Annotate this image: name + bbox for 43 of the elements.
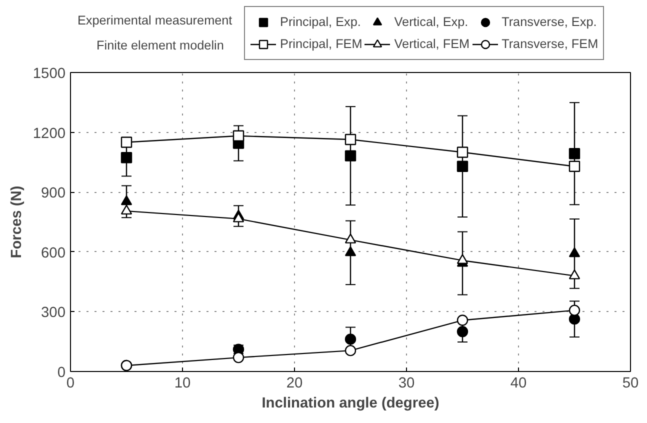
point [344,344,356,356]
point [456,326,468,338]
legend-label: Vertical, Exp. [394,15,468,29]
legend-label: Principal, Exp. [280,15,361,29]
point [568,247,580,258]
x-tick-label: 50 [622,376,639,392]
point [456,254,468,264]
text: Experimental measurement [77,14,233,28]
x-axis-title: Inclination angle (degree) [262,396,440,412]
legend-label: Transverse, Exp. [502,15,597,29]
point [344,334,356,345]
point [456,314,468,326]
legend-label: Transverse, FEM [502,37,598,51]
y-tick-label: 300 [41,305,66,322]
point [120,152,132,164]
legend-label: Vertical, FEM [394,37,470,51]
point [568,269,580,280]
point [120,204,132,215]
point [568,304,580,316]
point [344,134,356,146]
x-tick-label: 40 [510,376,527,392]
point [232,352,244,364]
point [232,130,244,142]
y-tick-label: 900 [41,186,66,202]
point [344,246,356,256]
point [568,148,580,160]
x-tick-label: 30 [398,376,415,392]
point [568,160,580,172]
point [120,136,132,148]
y-tick-label: 600 [41,245,66,262]
point [344,234,356,244]
y-tick-label: 1200 [32,126,66,142]
legend-label: Principal, FEM [280,37,362,51]
x-tick-label: 20 [286,376,303,392]
y-axis-title: Forces (N) [8,186,25,258]
y-tick-label: 1500 [32,66,66,82]
point [344,150,356,162]
text: Finite element modelin [96,38,224,52]
y-tick-label: 0 [57,365,66,381]
point [456,146,468,158]
point [456,160,468,172]
x-tick-label: 10 [174,376,191,392]
point [120,195,132,206]
